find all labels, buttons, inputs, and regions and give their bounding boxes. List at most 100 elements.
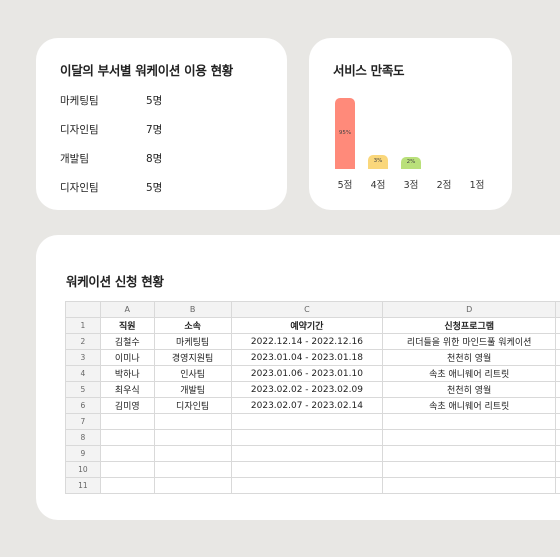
table-row: 8 bbox=[66, 430, 560, 446]
table-cell[interactable] bbox=[556, 414, 560, 430]
table-cell[interactable] bbox=[154, 478, 231, 494]
usage-card: 이달의 부서별 워케이션 이용 현황 마케팅팀 5명 디자인팀 7명 개발팀 8… bbox=[36, 38, 287, 210]
row-number[interactable]: 5 bbox=[66, 382, 101, 398]
table-cell[interactable] bbox=[100, 430, 154, 446]
table-cell[interactable] bbox=[556, 350, 560, 366]
usage-card-title: 이달의 부서별 워케이션 이용 현황 bbox=[60, 60, 233, 79]
table-cell[interactable] bbox=[154, 414, 231, 430]
table-cell[interactable]: 속초 애니웨어 리트릿 bbox=[383, 398, 556, 414]
table-cell[interactable] bbox=[383, 414, 556, 430]
category-label: 3점 bbox=[396, 177, 426, 191]
table-cell[interactable] bbox=[383, 462, 556, 478]
table-cell[interactable]: 2023.01.06 - 2023.01.10 bbox=[231, 366, 383, 382]
table-row: 5 최우식 개발팀 2023.02.02 - 2023.02.09 천천히 영월 bbox=[66, 382, 560, 398]
table-cell[interactable] bbox=[556, 334, 560, 350]
table-row: 6 김미영 디자인팀 2023.02.07 - 2023.02.14 속초 애니웨어 리… bbox=[66, 398, 560, 414]
table-cell[interactable]: 이미나 bbox=[100, 350, 154, 366]
table-cell[interactable] bbox=[100, 446, 154, 462]
category-label: 1점 bbox=[462, 177, 492, 191]
column-header[interactable]: C bbox=[231, 302, 383, 318]
usage-count: 8명 bbox=[146, 151, 162, 166]
column-header[interactable] bbox=[556, 302, 560, 318]
row-number[interactable]: 10 bbox=[66, 462, 101, 478]
row-number[interactable]: 2 bbox=[66, 334, 101, 350]
sheet-card-title: 워케이션 신청 현황 bbox=[66, 271, 164, 290]
category-label: 4점 bbox=[363, 177, 393, 191]
column-header[interactable]: B bbox=[154, 302, 231, 318]
table-cell[interactable] bbox=[100, 462, 154, 478]
header-cell[interactable]: 신청프로그램 bbox=[383, 318, 556, 334]
row-number[interactable]: 7 bbox=[66, 414, 101, 430]
bar-data-label: 3% bbox=[368, 158, 388, 164]
table-cell[interactable]: 김철수 bbox=[100, 334, 154, 350]
usage-row: 디자인팀 7명 bbox=[60, 122, 260, 138]
column-header-row: A B C D bbox=[66, 302, 560, 318]
table-cell[interactable] bbox=[231, 446, 383, 462]
header-cell[interactable]: 예약기간 bbox=[231, 318, 383, 334]
table-cell[interactable] bbox=[556, 446, 560, 462]
table-cell[interactable] bbox=[100, 478, 154, 494]
corner-cell[interactable] bbox=[66, 302, 101, 318]
row-number[interactable]: 9 bbox=[66, 446, 101, 462]
row-number[interactable]: 4 bbox=[66, 366, 101, 382]
table-cell[interactable]: 박하나 bbox=[100, 366, 154, 382]
table-cell[interactable]: 경영지원팀 bbox=[154, 350, 231, 366]
table-cell[interactable]: 천천히 영월 bbox=[383, 382, 556, 398]
header-cell[interactable]: 직원 bbox=[100, 318, 154, 334]
table-cell[interactable] bbox=[383, 478, 556, 494]
table-cell[interactable]: 천천히 영월 bbox=[383, 350, 556, 366]
header-cell[interactable] bbox=[556, 318, 560, 334]
table-cell[interactable]: 속초 애니웨어 리트릿 bbox=[383, 366, 556, 382]
table-cell[interactable]: 2022.12.14 - 2022.12.16 bbox=[231, 334, 383, 350]
category-label: 5점 bbox=[330, 177, 360, 191]
table-row: 4 박하나 인사팀 2023.01.06 - 2023.01.10 속초 애니웨어 리트… bbox=[66, 366, 560, 382]
table-cell[interactable]: 2023.02.02 - 2023.02.09 bbox=[231, 382, 383, 398]
table-cell[interactable] bbox=[154, 430, 231, 446]
table-cell[interactable]: 인사팀 bbox=[154, 366, 231, 382]
usage-dept: 개발팀 bbox=[60, 151, 89, 166]
table-cell[interactable] bbox=[556, 462, 560, 478]
usage-count: 7명 bbox=[146, 122, 162, 137]
table-cell[interactable] bbox=[556, 478, 560, 494]
table-cell[interactable] bbox=[154, 446, 231, 462]
table-cell[interactable] bbox=[231, 478, 383, 494]
bar-data-label: 2% bbox=[401, 159, 421, 165]
column-header[interactable]: D bbox=[383, 302, 556, 318]
table-cell[interactable] bbox=[383, 446, 556, 462]
usage-row: 개발팀 8명 bbox=[60, 151, 260, 167]
usage-count: 5명 bbox=[146, 180, 162, 195]
row-number[interactable]: 6 bbox=[66, 398, 101, 414]
table-cell[interactable]: 김미영 bbox=[100, 398, 154, 414]
table-cell[interactable] bbox=[556, 398, 560, 414]
row-number[interactable]: 1 bbox=[66, 318, 101, 334]
application-sheet-card: 워케이션 신청 현황 A B C D 1 직원 소속 예약기간 신청프로그램 2 김철수 마케… bbox=[36, 235, 560, 520]
usage-row: 마케팅팀 5명 bbox=[60, 93, 260, 109]
header-cell[interactable]: 소속 bbox=[154, 318, 231, 334]
table-cell[interactable] bbox=[556, 430, 560, 446]
table-cell[interactable]: 2023.02.07 - 2023.02.14 bbox=[231, 398, 383, 414]
row-number[interactable]: 3 bbox=[66, 350, 101, 366]
row-number[interactable]: 8 bbox=[66, 430, 101, 446]
satisfaction-chart: 95% 5점 3% 4점 2% 3점 2점 1점 bbox=[309, 38, 512, 210]
table-row: 3 이미나 경영지원팀 2023.01.04 - 2023.01.18 천천히 영월 bbox=[66, 350, 560, 366]
row-number[interactable]: 11 bbox=[66, 478, 101, 494]
table-cell[interactable] bbox=[383, 430, 556, 446]
table-cell[interactable] bbox=[231, 414, 383, 430]
column-header[interactable]: A bbox=[100, 302, 154, 318]
table-cell[interactable]: 리더들을 위한 마인드풀 워케이션 bbox=[383, 334, 556, 350]
table-cell[interactable] bbox=[154, 462, 231, 478]
table-cell[interactable]: 개발팀 bbox=[154, 382, 231, 398]
usage-dept: 디자인팀 bbox=[60, 122, 99, 137]
table-cell[interactable] bbox=[100, 414, 154, 430]
table-cell[interactable]: 마케팅팀 bbox=[154, 334, 231, 350]
table-row: 10 bbox=[66, 462, 560, 478]
table-cell[interactable]: 최우식 bbox=[100, 382, 154, 398]
table-cell[interactable] bbox=[556, 366, 560, 382]
table-cell[interactable] bbox=[231, 462, 383, 478]
usage-count: 5명 bbox=[146, 93, 162, 108]
table-row: 11 bbox=[66, 478, 560, 494]
table-cell[interactable]: 디자인팀 bbox=[154, 398, 231, 414]
table-cell[interactable] bbox=[556, 382, 560, 398]
table-cell[interactable] bbox=[231, 430, 383, 446]
table-cell[interactable]: 2023.01.04 - 2023.01.18 bbox=[231, 350, 383, 366]
